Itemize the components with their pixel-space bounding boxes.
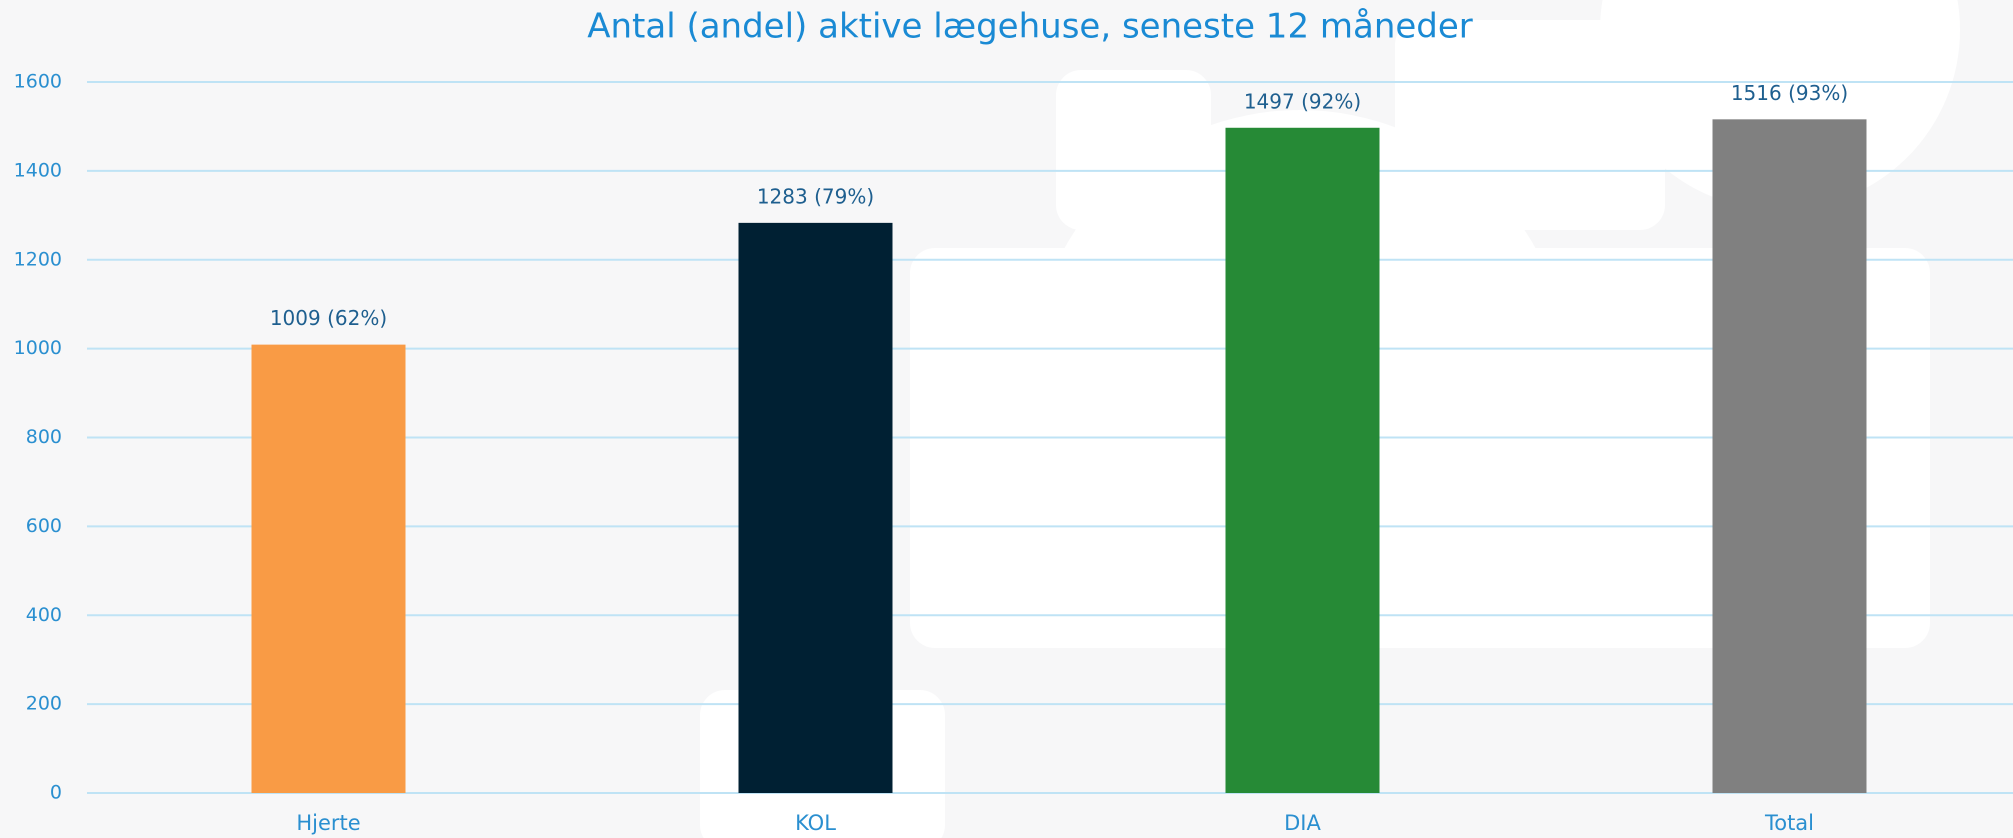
chart-title: Antal (andel) aktive lægehuse, seneste 1… (587, 7, 1473, 47)
y-tick-label: 1200 (14, 248, 62, 270)
x-tick-label: KOL (795, 811, 836, 835)
y-tick-label: 600 (26, 515, 62, 537)
bar (1225, 127, 1380, 793)
bar (738, 222, 893, 793)
bar (251, 344, 406, 793)
x-tick-label: DIA (1284, 811, 1321, 835)
y-tick-label: 1000 (14, 337, 62, 359)
y-tick-label: 800 (26, 426, 62, 448)
data-label: 1516 (93%) (1731, 81, 1848, 105)
y-tick-label: 200 (26, 693, 62, 715)
x-tick-label: Hjerte (296, 811, 360, 835)
decoration (700, 0, 1960, 838)
y-tick-label: 1400 (14, 159, 62, 181)
bar (1712, 119, 1867, 793)
data-label: 1497 (92%) (1244, 89, 1361, 113)
data-label: 1283 (79%) (757, 184, 874, 208)
data-label: 1009 (62%) (270, 306, 387, 330)
y-tick-label: 400 (26, 604, 62, 626)
x-tick-label: Total (1764, 811, 1814, 835)
y-tick-label: 1600 (14, 71, 62, 93)
y-tick-label: 0 (50, 782, 62, 804)
